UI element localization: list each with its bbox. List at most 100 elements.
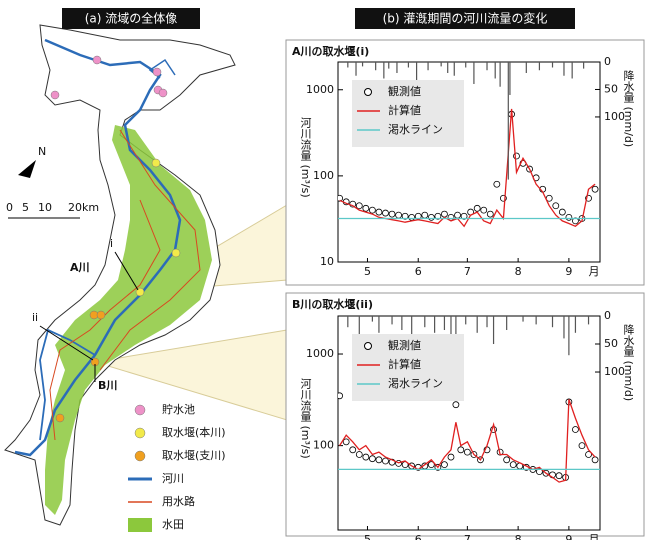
precip-bar xyxy=(453,62,455,76)
obs-point xyxy=(552,202,560,210)
precip-bar xyxy=(465,316,467,325)
obs-point xyxy=(454,211,461,219)
obs-point xyxy=(368,206,376,214)
precip-bar xyxy=(509,62,511,95)
plot-area xyxy=(338,62,600,228)
series-line xyxy=(339,399,596,483)
precip-bar xyxy=(535,316,537,325)
obs-point xyxy=(558,208,566,216)
precip-bar xyxy=(391,316,393,325)
legend-label: 貯水池 xyxy=(162,403,195,416)
precip-bar xyxy=(486,316,488,328)
obs-point xyxy=(401,212,409,220)
precip-bar xyxy=(416,62,418,82)
obs-point xyxy=(536,468,543,476)
precip-bar xyxy=(476,316,478,333)
x-axis-label: 月 xyxy=(589,533,600,540)
chart-box xyxy=(285,39,645,286)
y2-tick-label: 50 xyxy=(604,82,618,95)
x-tick-label: 5 xyxy=(364,265,371,278)
legend-swatch xyxy=(364,88,372,96)
precip-bar xyxy=(499,62,501,87)
y-axis-label: 河川流量 (m³/s) xyxy=(299,117,312,198)
map-label: B川 xyxy=(98,379,117,392)
precip-bar xyxy=(551,316,554,328)
precip-bar xyxy=(371,316,373,322)
legend-label: 観測値 xyxy=(388,84,421,98)
reservoir xyxy=(92,55,102,65)
title-bar xyxy=(355,8,575,29)
obs-point xyxy=(463,448,471,456)
chart-title: B川の取水堰(ii) xyxy=(292,297,373,311)
obs-point xyxy=(338,392,344,400)
north-label: N xyxy=(38,145,46,158)
precip-bar xyxy=(522,316,524,322)
reservoir xyxy=(158,88,168,98)
reservoir xyxy=(152,67,162,77)
chart-box xyxy=(285,292,645,537)
obs-point xyxy=(565,213,573,221)
precip-bar xyxy=(473,62,475,84)
chart-title: A川の取水堰(i) xyxy=(292,44,369,58)
precip-bar xyxy=(401,316,403,331)
obs-point xyxy=(342,438,350,446)
precip-bar xyxy=(407,62,410,68)
obs-point xyxy=(362,204,370,212)
obs-point xyxy=(421,211,429,219)
y-tick-label: 100 xyxy=(313,439,334,452)
precip-bar xyxy=(494,62,496,79)
x-tick-label: 6 xyxy=(415,265,422,278)
obs-point xyxy=(368,455,376,463)
precip-bar xyxy=(411,316,413,339)
obs-point xyxy=(395,211,402,219)
obs-point xyxy=(388,210,396,218)
legend-swatch xyxy=(364,342,372,350)
precip-bar xyxy=(443,316,446,331)
weir-main xyxy=(171,248,181,258)
x-tick-label: 5 xyxy=(364,533,371,540)
obs-point xyxy=(493,180,501,188)
obs-point xyxy=(382,209,389,217)
y-tick-label: 1000 xyxy=(306,347,334,360)
y2-tick-label: 100 xyxy=(604,365,625,378)
title-bar xyxy=(62,8,200,29)
x-tick-label: 6 xyxy=(415,533,422,540)
canal xyxy=(99,129,201,371)
x-tick-label: 9 xyxy=(565,265,572,278)
y2-axis-label: 降水量 (mm/d) xyxy=(622,323,635,402)
obs-point xyxy=(486,210,494,218)
plot-frame xyxy=(337,61,601,263)
scale-label: 0 xyxy=(6,201,13,214)
obs-point xyxy=(509,461,517,469)
reservoir xyxy=(50,90,60,100)
obs-point xyxy=(578,442,586,450)
precip-bar xyxy=(347,62,349,68)
obs-point xyxy=(408,213,416,221)
river xyxy=(39,328,96,441)
y-tick-label: 1000 xyxy=(306,83,334,96)
obs-point xyxy=(382,457,389,465)
obs-point xyxy=(349,446,357,454)
legend-swatch xyxy=(134,404,146,416)
legend-label: 計算値 xyxy=(388,357,421,371)
x-tick-label: 9 xyxy=(565,533,572,540)
y2-tick-label: 100 xyxy=(604,110,625,123)
precip-bar xyxy=(375,62,377,71)
obs-point xyxy=(447,453,455,461)
legend-label: 取水堰(支川) xyxy=(162,449,226,462)
precip-bar xyxy=(388,62,390,69)
obs-point xyxy=(555,472,563,480)
obs-point xyxy=(585,451,592,458)
scale-label: 5 xyxy=(22,201,29,214)
scale-label: 20km xyxy=(68,201,99,214)
plot-frame xyxy=(337,315,601,531)
precip-bar xyxy=(507,62,509,180)
y2-tick-label: 0 xyxy=(604,309,611,322)
precip-bar xyxy=(427,62,429,71)
precip-bar xyxy=(583,62,585,69)
precip-bar xyxy=(587,316,590,325)
weir-main xyxy=(151,158,161,168)
x-tick-label: 8 xyxy=(515,533,522,540)
precip-bar xyxy=(450,316,452,336)
obs-point xyxy=(513,152,520,160)
